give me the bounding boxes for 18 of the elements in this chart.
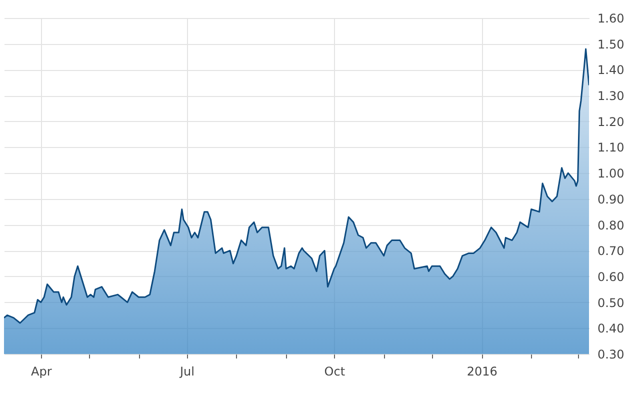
- x-tick-label: Jul: [178, 364, 194, 378]
- y-tick-label: 0.70: [598, 244, 624, 258]
- y-tick-label: 0.80: [598, 218, 624, 232]
- y-tick-label: 1.60: [598, 12, 624, 26]
- y-tick-label: 1.00: [598, 166, 624, 181]
- y-tick-label: 1.10: [598, 140, 624, 155]
- y-tick-label: 1.20: [598, 114, 624, 129]
- x-tick-label: Apr: [30, 364, 52, 378]
- x-tick-label: Oct: [324, 364, 346, 378]
- y-tick-label: 0.60: [598, 270, 624, 284]
- y-tick-label: 0.30: [598, 348, 624, 362]
- y-tick-label: 0.90: [598, 192, 624, 206]
- y-tick-label: 1.40: [598, 63, 624, 78]
- y-tick-label: 1.30: [598, 89, 624, 104]
- y-tick-label: 0.50: [598, 296, 624, 310]
- y-tick-label: 0.40: [598, 322, 624, 336]
- x-tick-label: 2016: [466, 364, 498, 378]
- y-tick-label: 1.50: [598, 37, 624, 52]
